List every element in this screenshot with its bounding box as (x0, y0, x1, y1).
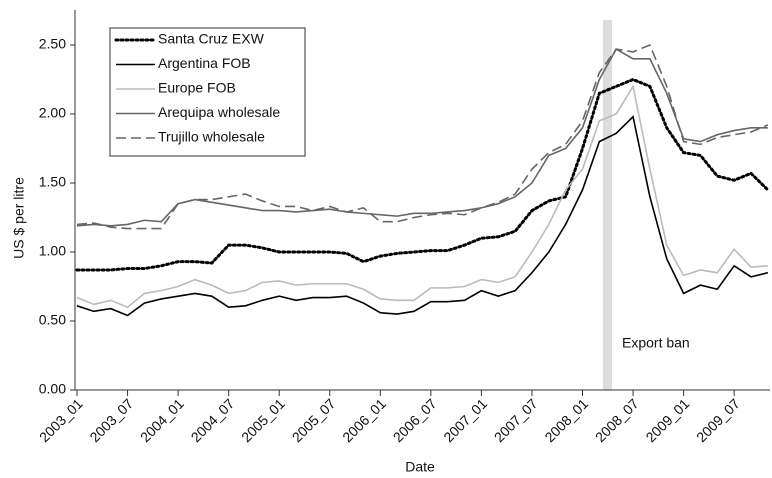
y-tick-label: 0.00 (39, 381, 66, 397)
x-tick-label: 2005_07 (289, 395, 339, 445)
x-tick-label: 2004_01 (137, 395, 187, 445)
annotation: Export ban (622, 335, 690, 351)
legend (109, 27, 306, 157)
legend-label: Santa Cruz EXW (158, 31, 265, 47)
y-tick-label: 2.50 (39, 36, 66, 52)
x-tick-label: 2003_01 (36, 395, 86, 445)
x-tick-label: 2009_01 (642, 395, 692, 445)
x-tick-label: 2007_07 (491, 395, 541, 445)
series-line (76, 115, 769, 317)
series-line (76, 84, 768, 309)
x-axis-label: Date (405, 459, 435, 475)
series-line (76, 43, 769, 230)
legend-label: Europe FOB (158, 80, 236, 96)
x-tick-label: 2009_07 (693, 395, 743, 445)
y-tick-label: 1.50 (39, 174, 66, 190)
x-tick-label: 2004_07 (188, 395, 238, 445)
legend-label: Trujillo wholesale (158, 129, 265, 145)
x-tick-label: 2008_07 (592, 395, 642, 445)
export-ban-band (603, 20, 612, 390)
x-tick-label: 2006_07 (390, 395, 440, 445)
series-line (75, 77, 770, 272)
x-tick-label: 2008_01 (541, 395, 591, 445)
x-tick-label: 2003_07 (86, 395, 136, 445)
y-tick-label: 0.50 (39, 312, 66, 328)
y-tick-label: 2.00 (39, 105, 66, 121)
y-tick-label: 1.00 (39, 243, 66, 259)
legend-label: Arequipa wholesale (158, 104, 280, 120)
x-tick-label: 2007_01 (440, 395, 490, 445)
legend-label: Argentina FOB (158, 55, 251, 71)
y-axis-label: US $ per litre (11, 177, 27, 259)
x-tick-label: 2005_01 (238, 395, 288, 445)
x-tick-label: 2006_01 (339, 395, 389, 445)
